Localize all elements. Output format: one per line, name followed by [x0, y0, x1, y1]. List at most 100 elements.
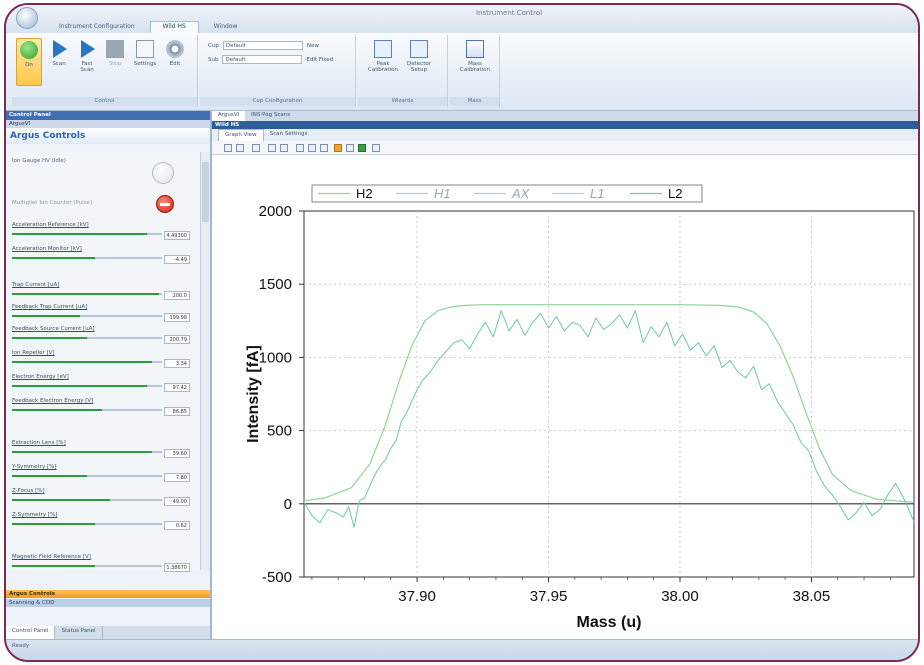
slider-value-field[interactable]: -4.49 — [164, 255, 190, 264]
slider-row: Magnetic Field Reference [V] 1.38670 — [12, 554, 192, 578]
slider-label: Feedback Electron Energy [V] — [12, 398, 94, 404]
edit-button[interactable]: Edit — [162, 38, 188, 86]
slider-value-field[interactable]: 200.79 — [164, 335, 190, 344]
cup-row: Cup Default New — [208, 41, 319, 50]
scan-button[interactable]: Scan — [46, 38, 72, 86]
undo-icon[interactable] — [280, 144, 288, 152]
y-tick-label: 1500 — [259, 276, 292, 293]
legend-label-h2: H2 — [356, 186, 373, 201]
grid-icon[interactable] — [346, 144, 354, 152]
slider-track[interactable] — [12, 409, 162, 411]
highlight-icon[interactable] — [334, 144, 342, 152]
chart-legend[interactable] — [311, 184, 703, 203]
slider-value-field[interactable]: 86.85 — [164, 407, 190, 416]
print-icon[interactable] — [224, 144, 232, 152]
slider-value-field[interactable]: 7.80 — [164, 473, 190, 482]
slider-row: Extraction Lens [%] 39.60 — [12, 440, 192, 464]
accordion-scanning[interactable]: Scanning & CDD — [6, 599, 210, 607]
slider-label: Z-Symmetry [%] — [12, 512, 58, 518]
slider-track[interactable] — [12, 233, 162, 235]
marker-icon[interactable] — [320, 144, 328, 152]
peak-calibration-icon — [374, 40, 392, 58]
x-tick-label: 37.95 — [530, 588, 568, 605]
on-button[interactable]: On — [16, 38, 42, 86]
multiplier-label: Multiplier Ion Counter (Pulse) — [12, 200, 93, 206]
slider-row: Feedback Electron Energy [V] 86.85 — [12, 398, 192, 422]
slider-row: Electron Energy [eV] 97.42 — [12, 374, 192, 398]
scrollbar-thumb[interactable] — [202, 162, 209, 222]
tab-control-panel[interactable]: Control Panel — [6, 626, 56, 639]
tab-instrument-configuration[interactable]: Instrument Configuration — [59, 23, 135, 30]
slider-value-field[interactable]: 199.98 — [164, 313, 190, 322]
tab-argusvi[interactable]: ArgusVI — [212, 111, 246, 121]
slider-track[interactable] — [12, 293, 162, 295]
detector-setup-button[interactable]: Detector Setup — [404, 38, 434, 86]
stop-button[interactable]: Stop — [102, 38, 128, 86]
slider-track[interactable] — [12, 565, 162, 567]
slider-row: Feedback Source Current [uA] 200.79 — [12, 326, 192, 350]
graph-view: 37.90 37.95 38.00 38.05 2000 1500 1000 500 0 -500… — [212, 155, 920, 639]
slider-track[interactable] — [12, 499, 162, 501]
edit-fixed-button[interactable]: Edit Fixed — [306, 56, 334, 63]
slider-track[interactable] — [12, 315, 162, 317]
slider-track[interactable] — [12, 385, 162, 387]
slider-value-field[interactable]: 200.0 — [164, 291, 190, 300]
tab-graph-view[interactable]: Graph View — [218, 129, 264, 141]
series-icon[interactable] — [358, 144, 366, 152]
slider-value-field[interactable]: 1.38670 — [164, 563, 190, 572]
ribbon-group-label: Mass — [450, 97, 499, 106]
zoom-icon[interactable] — [268, 144, 276, 152]
fast-scan-button[interactable]: Fast Scan — [74, 38, 100, 86]
tab-window[interactable]: Window — [213, 23, 238, 30]
copy-icon[interactable] — [236, 144, 244, 152]
power-on-icon — [20, 41, 38, 59]
left-panel-tabs: Control Panel Status Panel — [6, 626, 210, 639]
slider-value-field[interactable]: 97.42 — [164, 383, 190, 392]
slider-track[interactable] — [12, 361, 162, 363]
slider-track[interactable] — [12, 475, 162, 477]
slider-value-field[interactable]: 39.60 — [164, 449, 190, 458]
tab-wild-hs[interactable]: Wild HS — [149, 21, 199, 33]
x-axis-label: Mass (u) — [577, 614, 642, 631]
cup-select[interactable]: Default — [222, 41, 303, 50]
slider-track[interactable] — [12, 257, 162, 259]
ion-gauge-toggle[interactable] — [152, 162, 174, 184]
slider-value-field[interactable]: 0.62 — [164, 521, 190, 530]
slider-fill — [12, 361, 152, 363]
export-icon[interactable] — [252, 144, 260, 152]
slider-fill — [12, 233, 147, 235]
tab-status-panel[interactable]: Status Panel — [55, 626, 103, 639]
slider-value-field[interactable]: 4.49300 — [164, 231, 190, 240]
app-menu-icon[interactable] — [16, 7, 38, 29]
x-tick-label: 38.05 — [793, 588, 831, 605]
ribbon-group-label: Control — [12, 97, 197, 106]
sub-select[interactable]: Default — [222, 55, 303, 64]
slider-track[interactable] — [12, 451, 162, 453]
mass-calibration-button[interactable]: Mass Calibration — [460, 38, 490, 86]
pan-icon[interactable] — [296, 144, 304, 152]
intensity-chart[interactable]: 37.90 37.95 38.00 38.05 2000 1500 1000 500 0 -500… — [212, 155, 920, 639]
axis-icon[interactable] — [308, 144, 316, 152]
slider-track[interactable] — [12, 337, 162, 339]
y-tick-label: 1000 — [259, 349, 292, 366]
slider-label: Trap Current [uA] — [12, 282, 60, 288]
y-tick-label: -500 — [262, 569, 292, 586]
accordion-argus-controls[interactable]: Argus Controls — [6, 590, 210, 598]
peak-calibration-button[interactable]: Peak Calibration — [368, 38, 398, 86]
stop-icon — [106, 40, 124, 58]
tab-scan-settings[interactable]: Scan Settings — [269, 131, 308, 137]
slider-value-field[interactable]: 3.34 — [164, 359, 190, 368]
slider-value-field[interactable]: 49.00 — [164, 497, 190, 506]
slider-fill — [12, 475, 87, 477]
options-icon[interactable] — [372, 144, 380, 152]
document-header: Wild HS — [212, 121, 918, 129]
slider-track[interactable] — [12, 523, 162, 525]
slider-row: Z-Focus [%] 49.00 — [12, 488, 192, 512]
settings-button[interactable]: Settings — [132, 38, 158, 86]
slider-fill — [12, 315, 80, 317]
new-button[interactable]: New — [306, 42, 319, 49]
tab-peg-scans[interactable]: INS Peg Scans — [251, 112, 291, 118]
panel-scrollbar[interactable] — [200, 152, 210, 570]
slider-fill — [12, 565, 95, 567]
multiplier-stop-icon[interactable] — [156, 195, 174, 213]
